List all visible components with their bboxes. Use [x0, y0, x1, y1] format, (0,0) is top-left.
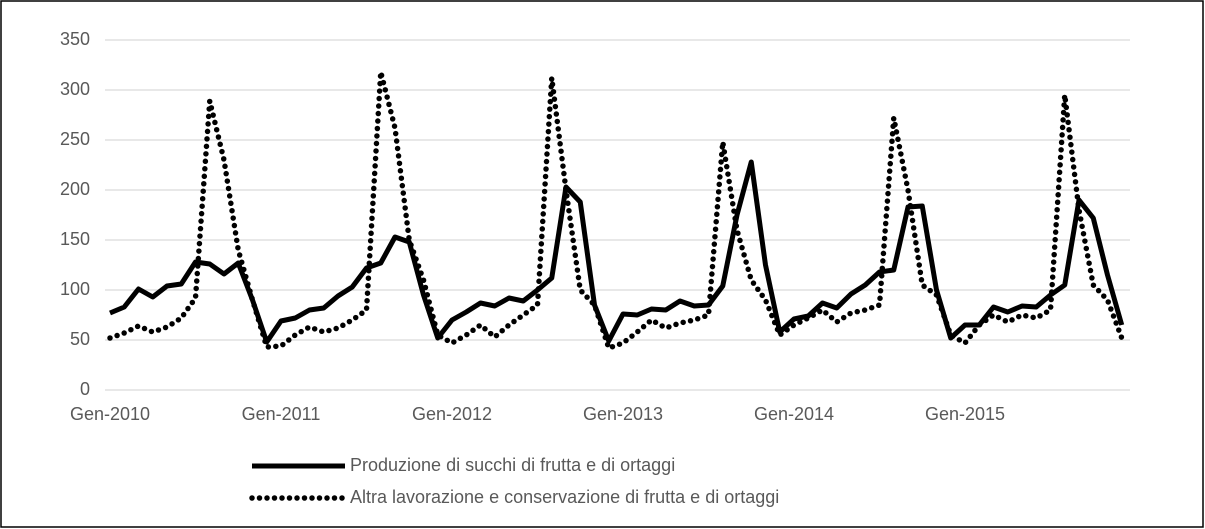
y-tick-label: 150: [60, 229, 90, 249]
y-tick-label: 50: [70, 329, 90, 349]
y-tick-label: 200: [60, 179, 90, 199]
legend-label: Altra lavorazione e conservazione di fru…: [350, 487, 779, 507]
series-line: [107, 71, 1125, 352]
y-tick-label: 300: [60, 79, 90, 99]
x-tick-label: Gen-2010: [70, 404, 150, 424]
y-tick-label: 0: [80, 379, 90, 399]
x-tick-label: Gen-2014: [754, 404, 834, 424]
y-tick-label: 350: [60, 29, 90, 49]
x-tick-label: Gen-2012: [412, 404, 492, 424]
y-tick-label: 250: [60, 129, 90, 149]
legend-label: Produzione di succhi di frutta e di orta…: [350, 455, 675, 475]
x-tick-label: Gen-2013: [583, 404, 663, 424]
x-tick-label: Gen-2015: [925, 404, 1005, 424]
x-tick-label: Gen-2011: [242, 404, 321, 424]
y-tick-label: 100: [60, 279, 90, 299]
